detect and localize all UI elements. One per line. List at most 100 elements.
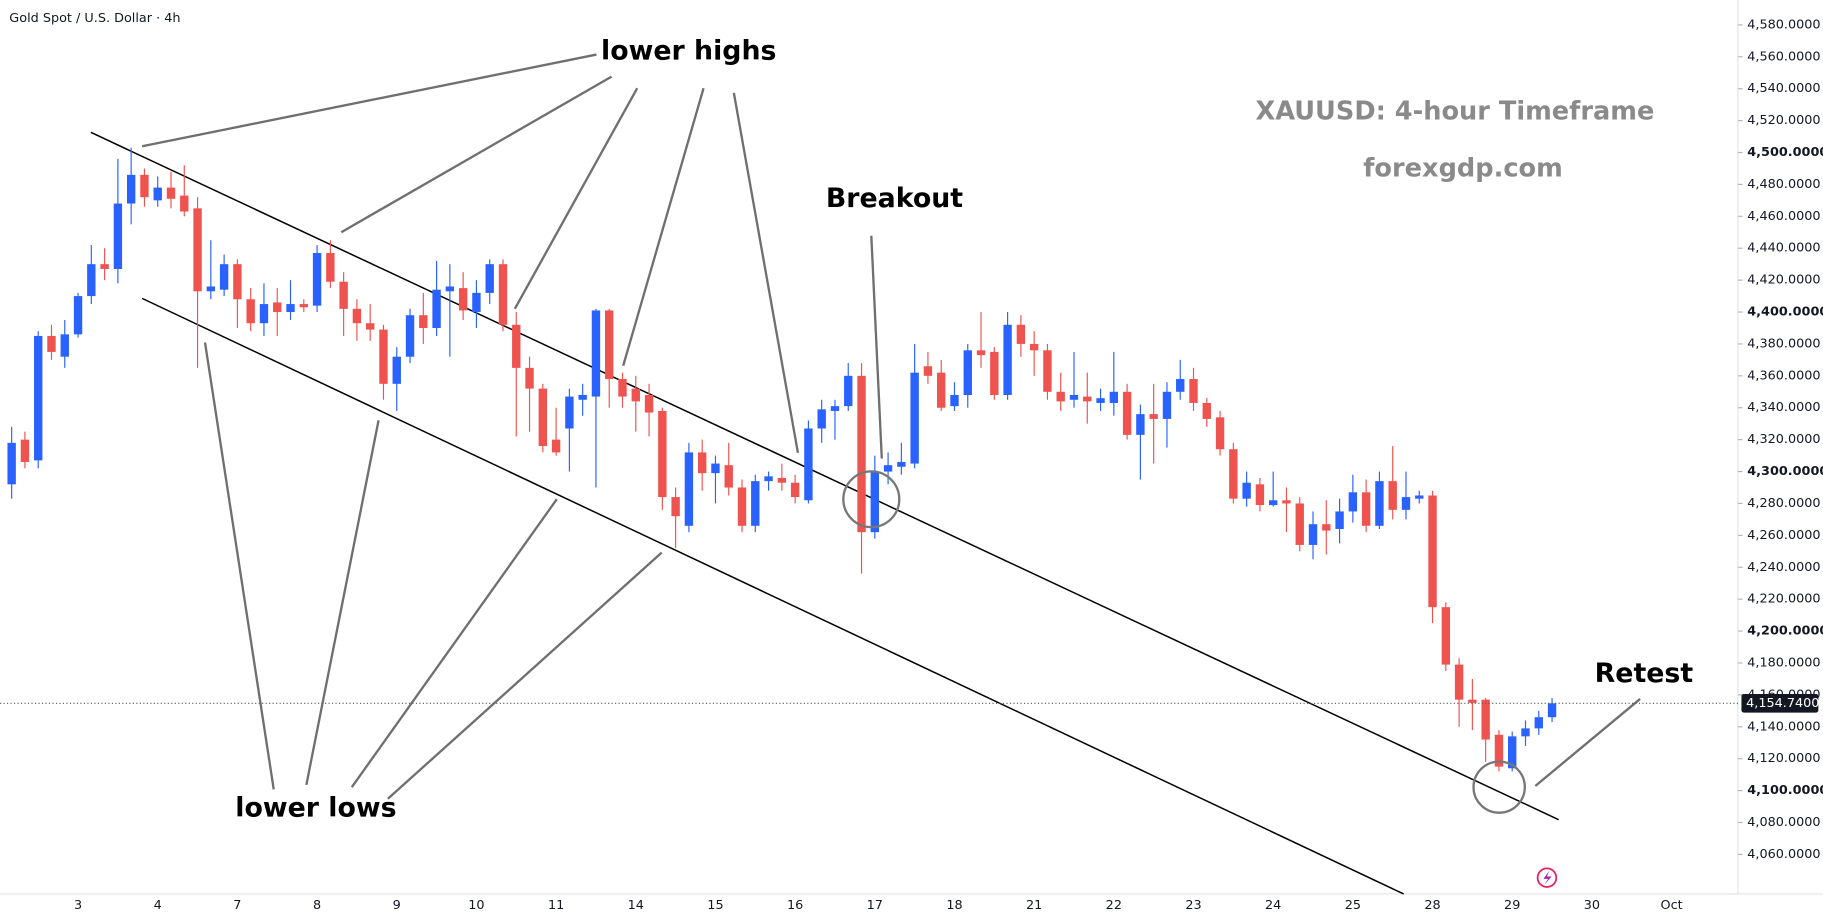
candle-body xyxy=(1122,391,1132,435)
pointer xyxy=(340,75,613,234)
candle-body xyxy=(751,481,760,526)
candle-body xyxy=(804,428,813,501)
y-tick-label: 4,120.0000 xyxy=(1747,751,1820,766)
candle-body xyxy=(73,296,83,335)
x-tick-label: 17 xyxy=(867,898,883,913)
candle-body xyxy=(512,324,521,368)
pointer xyxy=(203,342,275,790)
candle-body xyxy=(153,187,162,201)
candle-body xyxy=(1176,379,1185,392)
candle-body xyxy=(126,174,136,204)
candle-body xyxy=(817,409,826,429)
y-tick-label: 4,240.0000 xyxy=(1747,560,1820,575)
candle-body xyxy=(100,264,109,269)
candle-body xyxy=(1335,511,1344,529)
x-tick-label: 24 xyxy=(1265,898,1281,913)
candle-body xyxy=(233,264,242,300)
candle-body xyxy=(1043,350,1052,392)
candle-body xyxy=(352,308,362,324)
candle-body xyxy=(193,208,202,292)
candle-body xyxy=(1096,398,1105,403)
candle-body xyxy=(950,394,959,407)
x-tick-label: 23 xyxy=(1185,898,1201,913)
y-tick-label: 4,220.0000 xyxy=(1747,592,1820,607)
candle-body xyxy=(1083,396,1092,402)
candle-body xyxy=(857,375,866,533)
candle-body xyxy=(1069,394,1079,400)
candle-body xyxy=(365,323,375,330)
y-tick-label: 4,480.0000 xyxy=(1747,177,1820,192)
candle-body xyxy=(60,334,69,357)
candle-body xyxy=(565,396,574,429)
candle-body xyxy=(910,372,919,464)
icon-ring xyxy=(1536,867,1558,888)
x-tick-label: 16 xyxy=(787,898,803,913)
candle-body xyxy=(259,304,269,324)
candle-body xyxy=(219,264,229,290)
candle-body xyxy=(1189,379,1198,403)
candle-body xyxy=(498,264,508,325)
candle-body xyxy=(538,388,548,447)
lower-highs-pointers xyxy=(141,53,800,453)
candle-body xyxy=(1468,699,1477,703)
caption: XAUUSD: 4-hour Timeframe xyxy=(1255,97,1654,127)
candle-body xyxy=(737,487,747,526)
candle-body xyxy=(286,304,295,313)
candle-body xyxy=(1375,481,1384,526)
candle-body xyxy=(379,329,388,384)
candle-body xyxy=(578,394,587,400)
candle-body xyxy=(1255,484,1265,506)
candle-body xyxy=(724,465,733,488)
pointer xyxy=(387,551,663,800)
annotation: Retest xyxy=(1595,658,1694,689)
candle-body xyxy=(273,302,282,313)
candle-body xyxy=(976,350,986,356)
candle-body xyxy=(1162,391,1172,419)
candle-body xyxy=(671,497,680,517)
x-tick-label: 7 xyxy=(233,898,241,913)
candle-body xyxy=(644,394,654,413)
retest-circle xyxy=(1472,760,1526,814)
candle-body xyxy=(697,452,707,474)
candle-body xyxy=(1215,417,1225,450)
pointer xyxy=(622,87,705,367)
y-tick-label: 4,180.0000 xyxy=(1747,655,1820,670)
candle-body xyxy=(591,310,601,397)
candle-body xyxy=(1481,699,1490,740)
x-tick-label: 25 xyxy=(1345,898,1361,913)
x-tick-label: 28 xyxy=(1424,898,1440,913)
candle-body xyxy=(963,350,972,395)
candle-body xyxy=(246,299,255,324)
candle-body xyxy=(830,406,840,411)
y-tick-label: 4,560.0000 xyxy=(1747,49,1820,64)
annotation: lower lows xyxy=(235,793,396,824)
candle-body xyxy=(326,253,335,282)
y-tick-label: 4,100.0000 xyxy=(1747,783,1823,798)
x-tick-label: 11 xyxy=(548,898,564,913)
alert-icon[interactable] xyxy=(1536,867,1558,888)
candle-body xyxy=(432,289,441,328)
upper-channel-line xyxy=(90,131,1559,821)
candle-body xyxy=(1428,495,1437,608)
candle-body xyxy=(485,264,494,293)
pointer xyxy=(141,53,597,148)
candle-body xyxy=(897,461,906,467)
candle-body xyxy=(1521,728,1530,737)
candle-body xyxy=(339,281,348,309)
candle-body xyxy=(1109,391,1119,403)
y-tick-label: 4,280.0000 xyxy=(1747,496,1820,511)
y-tick-label: 4,320.0000 xyxy=(1747,432,1820,447)
y-tick-label: 4,580.0000 xyxy=(1747,17,1820,32)
x-tick-label: 3 xyxy=(74,898,82,913)
icon-bolt xyxy=(1543,870,1552,885)
candle-body xyxy=(1547,703,1557,718)
candle-body xyxy=(1388,481,1397,510)
annotation: Breakout xyxy=(826,183,963,214)
pointer xyxy=(305,420,380,786)
candle-body xyxy=(1136,414,1145,435)
annotation: lower highs xyxy=(601,36,776,67)
y-tick-label: 4,420.0000 xyxy=(1747,273,1820,288)
candle-body xyxy=(1295,503,1304,545)
